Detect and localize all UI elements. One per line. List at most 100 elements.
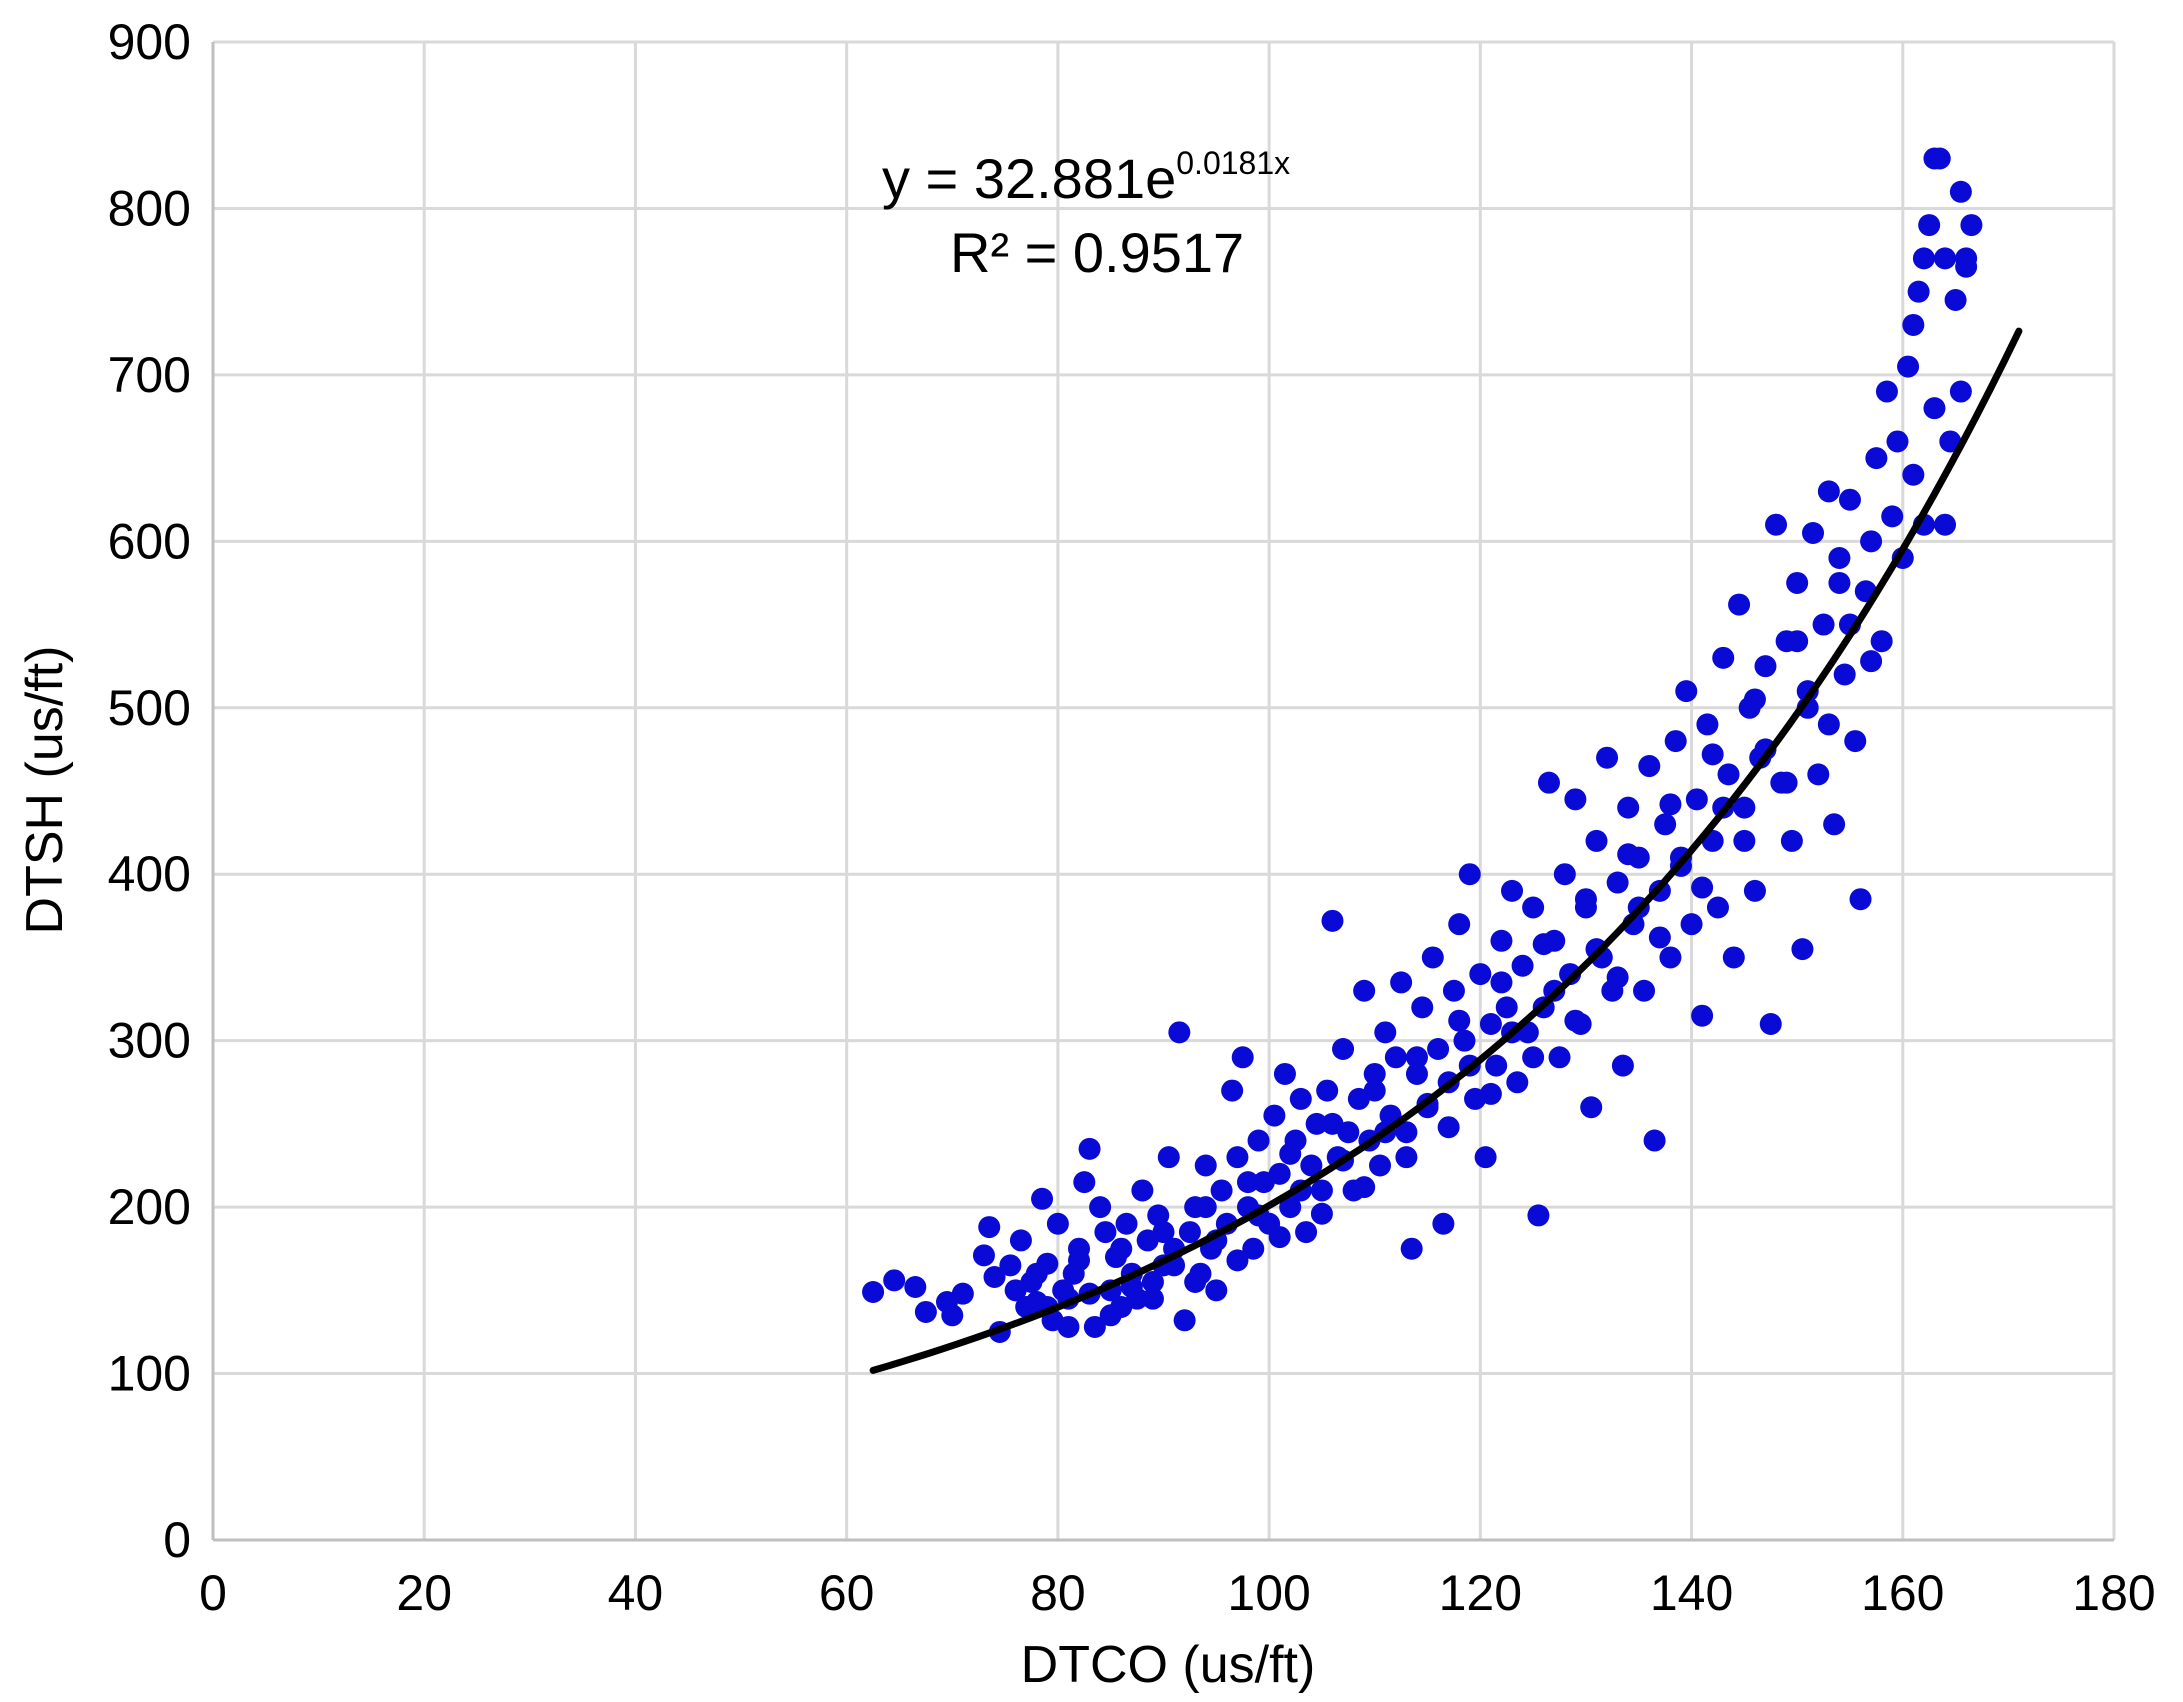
scatter-point (1828, 571, 1851, 594)
scatter-point (1838, 488, 1861, 511)
scatter-point (1949, 180, 1972, 203)
scatter-point (1078, 1137, 1101, 1160)
scatter-point (904, 1276, 927, 1299)
scatter-point (1279, 1142, 1302, 1165)
scatter-point (1828, 546, 1851, 569)
scatter-point (1405, 1062, 1428, 1085)
scatter-point (1775, 771, 1798, 794)
scatter-point (1495, 996, 1518, 1019)
scatter-point (1226, 1146, 1249, 1169)
scatter-point (1691, 1004, 1714, 1027)
scatter-point (1157, 1146, 1180, 1169)
x-tick-label: 180 (2072, 1565, 2155, 1621)
scatter-point (1643, 1129, 1666, 1152)
scatter-point (972, 1244, 995, 1267)
scatter-point (1537, 771, 1560, 794)
scatter-point (1606, 871, 1629, 894)
y-tick-label: 300 (108, 1013, 191, 1069)
scatter-point (1057, 1315, 1080, 1338)
scatter-point (1553, 863, 1576, 886)
scatter-point (1353, 1176, 1376, 1199)
scatter-point (1706, 896, 1729, 919)
scatter-point (1902, 463, 1925, 486)
scatter-point (1427, 1037, 1450, 1060)
scatter-point (1949, 380, 1972, 403)
scatter-point (1786, 571, 1809, 594)
scatter-point (1147, 1204, 1170, 1227)
scatter-point (862, 1280, 885, 1303)
scatter-point (1728, 593, 1751, 616)
scatter-point (951, 1282, 974, 1305)
scatter-point (1353, 979, 1376, 1002)
scatter-point (1934, 247, 1957, 270)
scatter-point (1717, 763, 1740, 786)
scatter-point (1923, 147, 1946, 170)
scatter-point (1860, 530, 1883, 553)
scatter-point (1421, 946, 1444, 969)
scatter-point (1897, 355, 1920, 378)
y-tick-label: 400 (108, 846, 191, 902)
trend-equation-exponent: 0.0181x (1176, 145, 1290, 181)
scatter-point (1411, 996, 1434, 1019)
scatter-point (1268, 1226, 1291, 1249)
scatter-point (1437, 1116, 1460, 1139)
scatter-point (1659, 793, 1682, 816)
scatter-point (999, 1254, 1022, 1277)
scatter-point (1490, 971, 1513, 994)
scatter-point (1923, 397, 1946, 420)
scatter-point (1849, 888, 1872, 911)
scatter-point (1527, 1204, 1550, 1227)
scatter-point (1865, 447, 1888, 470)
scatter-point (1310, 1179, 1333, 1202)
scatter-point (1960, 214, 1983, 237)
scatter-point (1506, 1071, 1529, 1094)
scatter-point (1094, 1221, 1117, 1244)
y-tick-label: 0 (163, 1512, 191, 1568)
scatter-point (1675, 680, 1698, 703)
scatter-point (914, 1300, 937, 1323)
y-tick-label: 800 (108, 180, 191, 236)
scatter-point (1295, 1221, 1318, 1244)
scatter-point (1817, 713, 1840, 736)
scatter-point (1812, 613, 1835, 636)
x-tick-label: 40 (608, 1565, 664, 1621)
scatter-point (1680, 913, 1703, 936)
scatter-point (1743, 879, 1766, 902)
scatter-point (1025, 1262, 1048, 1285)
scatter-point (1696, 713, 1719, 736)
scatter-point (1279, 1196, 1302, 1219)
scatter-point (1152, 1221, 1175, 1244)
x-tick-label: 80 (1030, 1565, 1086, 1621)
scatter-point (1548, 1046, 1571, 1069)
scatter-point (1390, 971, 1413, 994)
scatter-point (1432, 1212, 1455, 1235)
scatter-point (1089, 1196, 1112, 1219)
scatter-point (1448, 913, 1471, 936)
scatter-point (1522, 1046, 1545, 1069)
scatter-point (1564, 1009, 1587, 1032)
scatter-point (1664, 730, 1687, 753)
scatter-point (1907, 280, 1930, 303)
scatter-point (1733, 829, 1756, 852)
scatter-point (1617, 843, 1640, 866)
x-gridlines (422, 42, 2116, 1540)
scatter-point (1934, 513, 1957, 536)
y-tick-label: 500 (108, 680, 191, 736)
x-tick-label: 0 (199, 1565, 227, 1621)
x-tick-label: 20 (396, 1565, 452, 1621)
scatter-point (1247, 1129, 1270, 1152)
y-tick-labels: 0 100 200 300 400 500 600 700 800 900 (108, 14, 191, 1568)
scatter-point (941, 1304, 964, 1327)
scatter-point (1559, 963, 1582, 986)
y-axis-title: DTSH (us/ft) (16, 646, 74, 935)
scatter-point (1501, 879, 1524, 902)
scatter-point (1300, 1154, 1323, 1177)
scatter-point (1886, 430, 1909, 453)
scatter-point (1268, 1162, 1291, 1185)
scatter-point (1802, 522, 1825, 545)
scatter-point (1068, 1249, 1091, 1272)
x-tick-label: 120 (1439, 1565, 1522, 1621)
scatter-point (1194, 1154, 1217, 1177)
scatter-point (1754, 655, 1777, 678)
scatter-point (1395, 1146, 1418, 1169)
